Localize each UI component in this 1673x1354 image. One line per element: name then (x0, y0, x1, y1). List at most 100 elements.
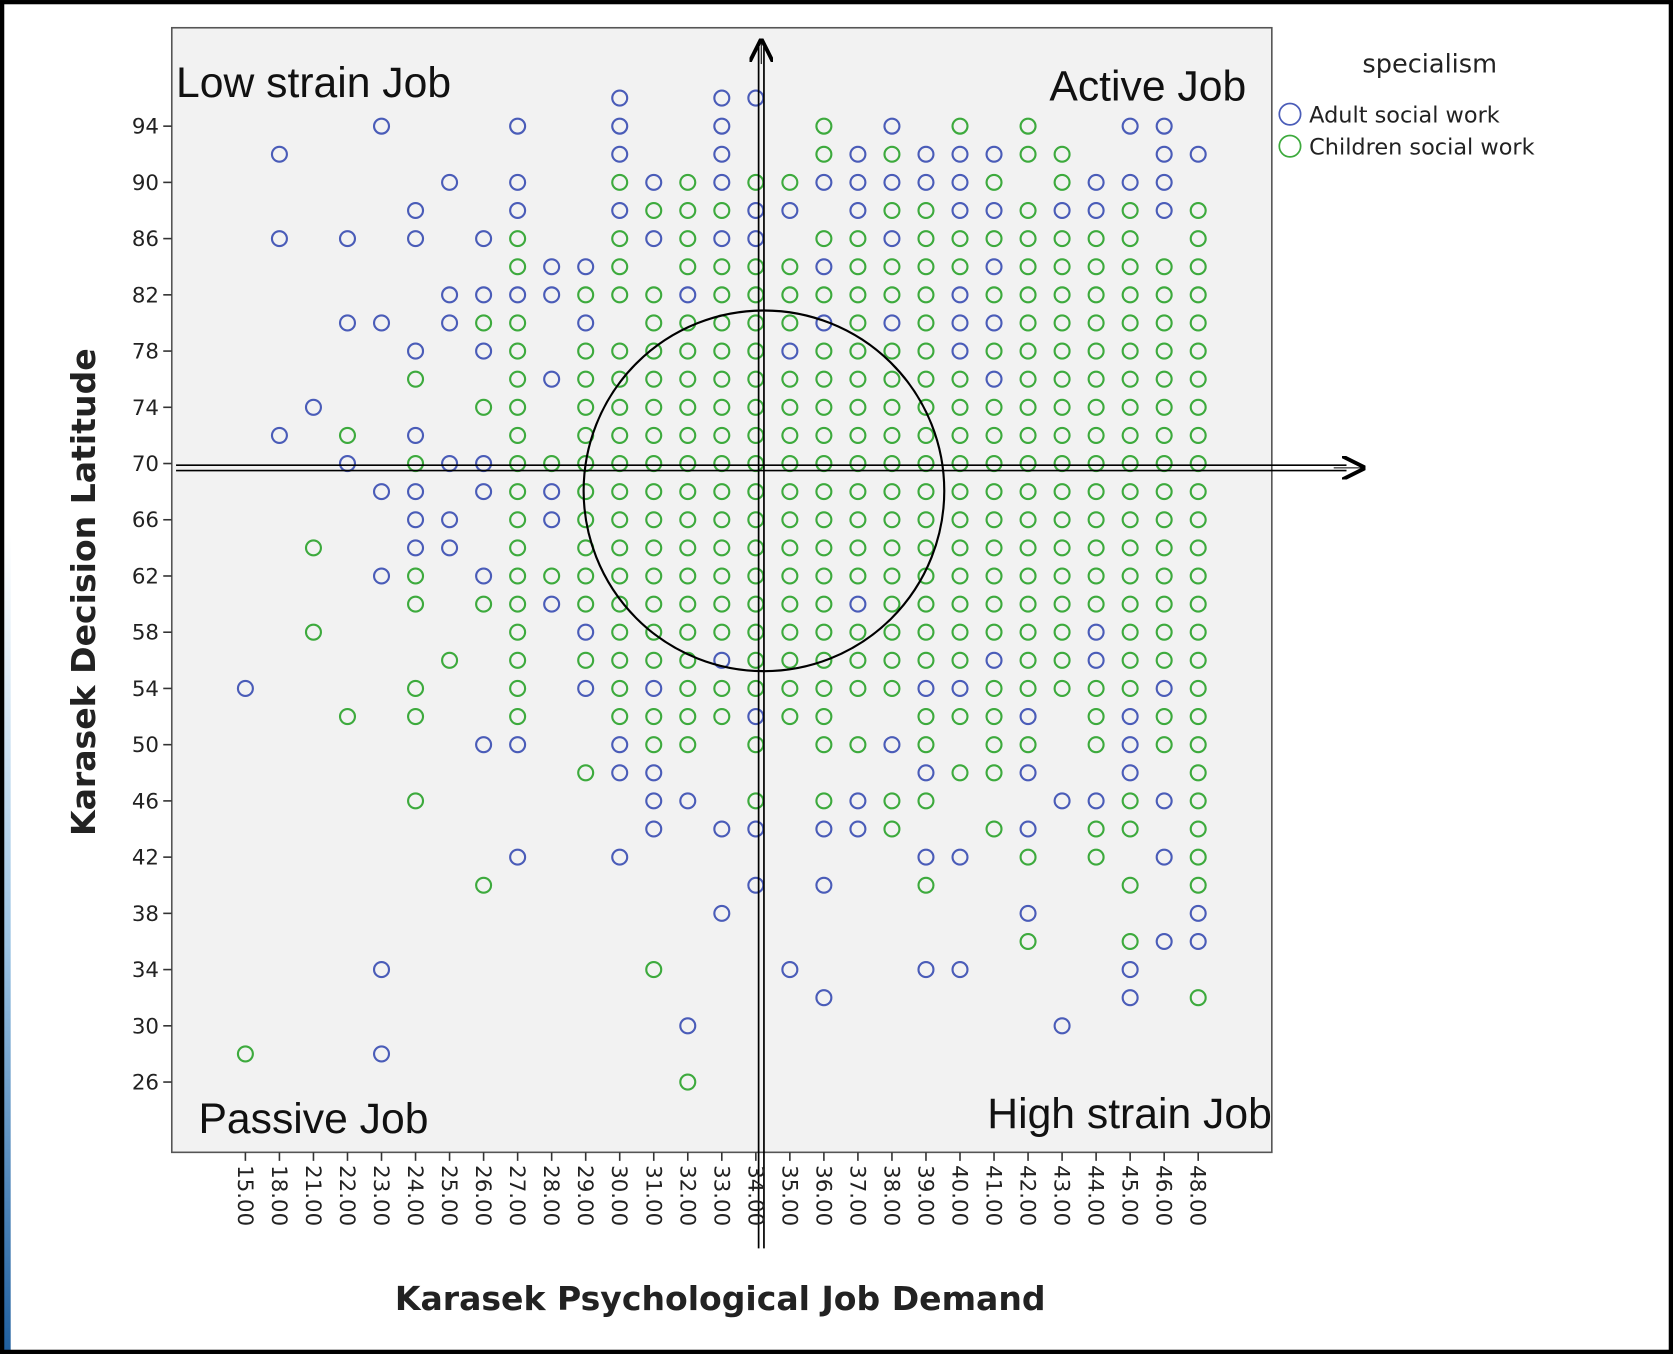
quadrant-label: Active Job (1049, 62, 1246, 110)
point (1121, 679, 1139, 697)
point (1189, 314, 1207, 332)
point (849, 595, 867, 613)
point (372, 483, 391, 501)
point (951, 314, 969, 332)
point (645, 230, 663, 248)
point (985, 623, 1003, 641)
point (611, 426, 629, 444)
point (883, 117, 901, 135)
x-tick-label: 35.00 (776, 1165, 801, 1226)
point (1019, 595, 1037, 613)
point (781, 426, 799, 444)
point (1189, 539, 1207, 557)
point (917, 876, 935, 894)
point (1019, 764, 1037, 782)
point (985, 398, 1003, 416)
point (1019, 117, 1037, 135)
point (951, 511, 969, 529)
x-tick-label: 23.00 (368, 1165, 393, 1226)
point (985, 511, 1003, 529)
point (1189, 342, 1207, 360)
point (849, 736, 867, 754)
point (1019, 314, 1037, 332)
point (577, 679, 595, 697)
point (849, 483, 867, 501)
point (951, 286, 969, 304)
point (883, 314, 901, 332)
point (849, 342, 867, 360)
point (917, 708, 935, 726)
point (1121, 117, 1139, 135)
point (679, 1017, 697, 1035)
point (1019, 848, 1037, 866)
point (1189, 370, 1207, 388)
point (713, 539, 731, 557)
point (1155, 511, 1173, 529)
point (441, 173, 459, 191)
point (679, 736, 697, 754)
point (577, 398, 595, 416)
point (781, 201, 799, 220)
point (270, 145, 288, 163)
point (645, 201, 663, 220)
point (543, 483, 561, 501)
point (815, 483, 833, 501)
point (1189, 145, 1207, 163)
point (475, 314, 493, 332)
point (611, 539, 629, 557)
point (475, 595, 493, 613)
point (781, 286, 799, 304)
point (917, 286, 935, 304)
y-tick-label: 66 (132, 508, 159, 533)
point (611, 398, 629, 416)
point (407, 511, 425, 529)
point (577, 595, 595, 613)
point (475, 876, 493, 894)
point (1053, 314, 1071, 332)
point (917, 201, 935, 220)
point (475, 398, 493, 416)
point (1189, 567, 1207, 585)
point (849, 792, 867, 810)
point (611, 848, 629, 866)
point (1019, 539, 1037, 557)
y-tick-label: 70 (132, 452, 159, 477)
y-tick-label: 30 (132, 1014, 159, 1039)
point (815, 145, 833, 163)
point (815, 539, 833, 557)
point (611, 623, 629, 641)
point (1121, 258, 1139, 276)
point (1155, 314, 1173, 332)
point (577, 483, 595, 501)
point (304, 539, 322, 557)
point (679, 342, 697, 360)
point (1019, 820, 1037, 838)
point (917, 651, 935, 669)
legend-marker (1278, 134, 1302, 158)
point (1189, 201, 1207, 220)
point (883, 651, 901, 669)
point (951, 370, 969, 388)
point (1087, 820, 1105, 838)
point (441, 539, 459, 557)
point (781, 679, 799, 697)
point (1053, 567, 1071, 585)
point (883, 201, 901, 220)
point (645, 426, 663, 444)
point (883, 342, 901, 360)
point (645, 314, 663, 332)
point (679, 370, 697, 388)
point (407, 201, 425, 220)
x-tick-label: 27.00 (504, 1165, 529, 1226)
point (1189, 426, 1207, 444)
legend-title: specialism (1362, 50, 1497, 80)
point (1053, 342, 1071, 360)
point (645, 342, 663, 360)
point (509, 567, 527, 585)
point (543, 567, 561, 585)
point (781, 595, 799, 613)
point (1189, 848, 1207, 866)
point (645, 764, 663, 782)
point (611, 89, 629, 107)
point (713, 342, 731, 360)
